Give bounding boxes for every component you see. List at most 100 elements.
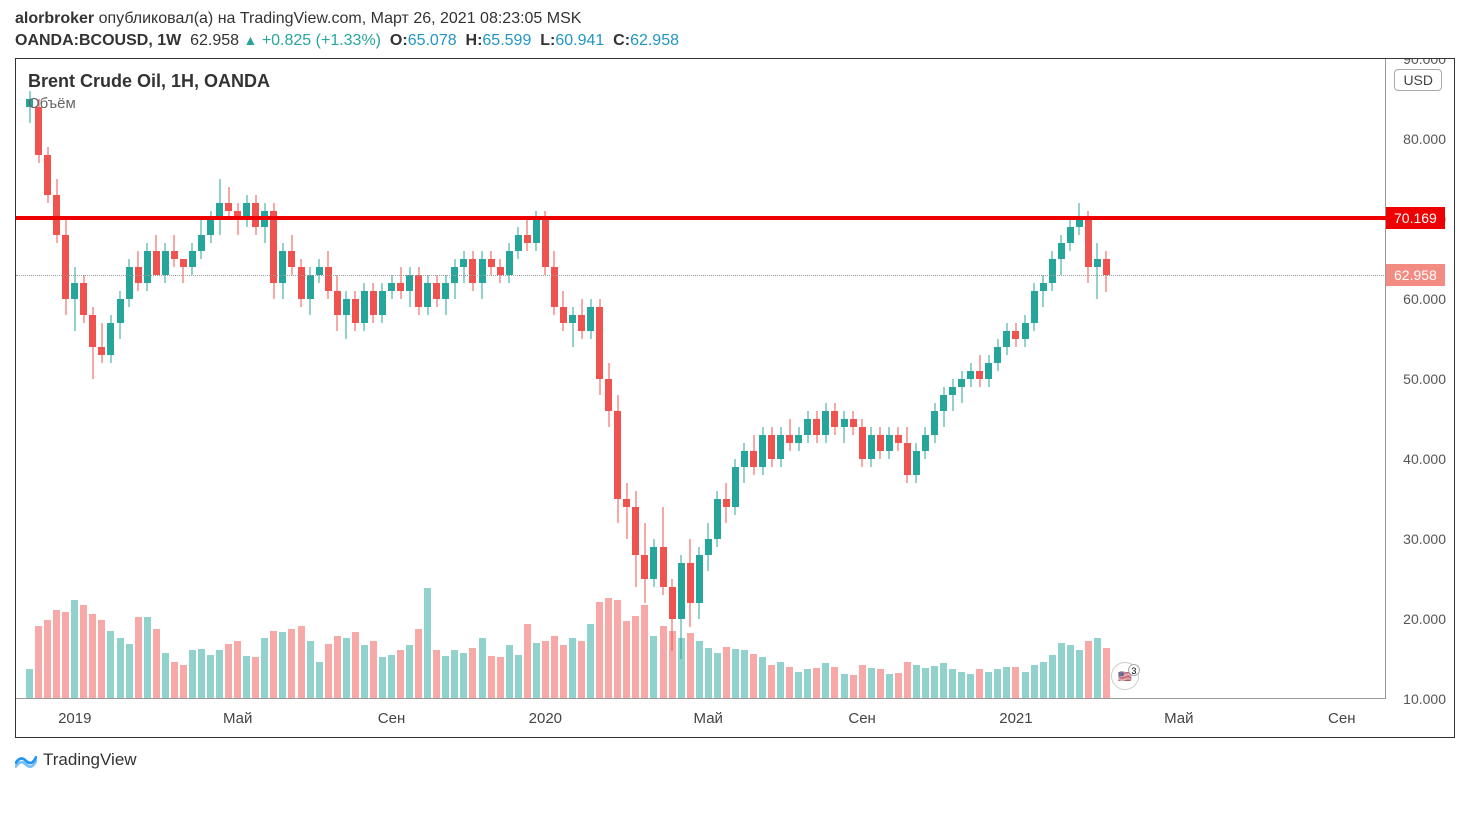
candle[interactable]: [325, 59, 332, 699]
candle[interactable]: [958, 59, 965, 699]
candle[interactable]: [117, 59, 124, 699]
candle[interactable]: [397, 59, 404, 699]
candle[interactable]: [886, 59, 893, 699]
candle[interactable]: [89, 59, 96, 699]
candle[interactable]: [533, 59, 540, 699]
candle[interactable]: [560, 59, 567, 699]
candle[interactable]: [587, 59, 594, 699]
candle[interactable]: [940, 59, 947, 699]
chart-container[interactable]: Brent Crude Oil, 1H, OANDA Объём USD 70.…: [15, 58, 1455, 738]
plot-area[interactable]: 70.16962.958🇺🇸3: [16, 59, 1386, 699]
candle[interactable]: [126, 59, 133, 699]
candle[interactable]: [298, 59, 305, 699]
candle[interactable]: [777, 59, 784, 699]
candle[interactable]: [442, 59, 449, 699]
candle[interactable]: [198, 59, 205, 699]
candle[interactable]: [107, 59, 114, 699]
candle[interactable]: [994, 59, 1001, 699]
candle[interactable]: [388, 59, 395, 699]
candle[interactable]: [831, 59, 838, 699]
candle[interactable]: [786, 59, 793, 699]
candle[interactable]: [225, 59, 232, 699]
candle[interactable]: [1003, 59, 1010, 699]
candle[interactable]: [732, 59, 739, 699]
candle[interactable]: [361, 59, 368, 699]
candle[interactable]: [62, 59, 69, 699]
candle[interactable]: [352, 59, 359, 699]
candle[interactable]: [1076, 59, 1083, 699]
candle[interactable]: [515, 59, 522, 699]
currency-badge[interactable]: USD: [1394, 69, 1442, 91]
candle[interactable]: [551, 59, 558, 699]
candle[interactable]: [714, 59, 721, 699]
candle[interactable]: [370, 59, 377, 699]
candle[interactable]: [660, 59, 667, 699]
candle[interactable]: [216, 59, 223, 699]
candle[interactable]: [1022, 59, 1029, 699]
candle[interactable]: [207, 59, 214, 699]
y-axis[interactable]: 10.00020.00030.00040.00050.00060.00070.0…: [1386, 59, 1454, 699]
candle[interactable]: [1031, 59, 1038, 699]
candle[interactable]: [497, 59, 504, 699]
candle[interactable]: [35, 59, 42, 699]
resistance-line[interactable]: [16, 216, 1386, 220]
candle[interactable]: [80, 59, 87, 699]
candle[interactable]: [343, 59, 350, 699]
candle[interactable]: [1085, 59, 1092, 699]
candle[interactable]: [1094, 59, 1101, 699]
candle[interactable]: [334, 59, 341, 699]
candle[interactable]: [524, 59, 531, 699]
candle[interactable]: [424, 59, 431, 699]
candle[interactable]: [632, 59, 639, 699]
candle[interactable]: [153, 59, 160, 699]
candle[interactable]: [696, 59, 703, 699]
candle[interactable]: [379, 59, 386, 699]
candle[interactable]: [307, 59, 314, 699]
candle[interactable]: [1058, 59, 1065, 699]
candle[interactable]: [922, 59, 929, 699]
candle[interactable]: [288, 59, 295, 699]
candle[interactable]: [678, 59, 685, 699]
candle[interactable]: [506, 59, 513, 699]
candle[interactable]: [479, 59, 486, 699]
candle[interactable]: [98, 59, 105, 699]
candle[interactable]: [985, 59, 992, 699]
candle[interactable]: [741, 59, 748, 699]
candle[interactable]: [180, 59, 187, 699]
candle[interactable]: [162, 59, 169, 699]
candle[interactable]: [904, 59, 911, 699]
candle[interactable]: [877, 59, 884, 699]
candle[interactable]: [687, 59, 694, 699]
candle[interactable]: [949, 59, 956, 699]
candle[interactable]: [171, 59, 178, 699]
candle[interactable]: [596, 59, 603, 699]
candle[interactable]: [768, 59, 775, 699]
candle[interactable]: [316, 59, 323, 699]
candle[interactable]: [850, 59, 857, 699]
candle[interactable]: [1049, 59, 1056, 699]
candle[interactable]: [859, 59, 866, 699]
candle[interactable]: [605, 59, 612, 699]
event-badge[interactable]: 🇺🇸3: [1111, 662, 1139, 690]
candle[interactable]: [135, 59, 142, 699]
candle[interactable]: [189, 59, 196, 699]
candle[interactable]: [569, 59, 576, 699]
candle[interactable]: [415, 59, 422, 699]
candle[interactable]: [750, 59, 757, 699]
candle[interactable]: [931, 59, 938, 699]
candle[interactable]: [53, 59, 60, 699]
candle[interactable]: [270, 59, 277, 699]
candle[interactable]: [71, 59, 78, 699]
candle[interactable]: [451, 59, 458, 699]
x-axis[interactable]: 2019МайСен2020МайСен2021МайСен: [16, 697, 1386, 737]
candle[interactable]: [641, 59, 648, 699]
candle[interactable]: [279, 59, 286, 699]
candle[interactable]: [795, 59, 802, 699]
candle[interactable]: [44, 59, 51, 699]
candle[interactable]: [542, 59, 549, 699]
candle[interactable]: [1040, 59, 1047, 699]
candle[interactable]: [433, 59, 440, 699]
candle[interactable]: [822, 59, 829, 699]
candle[interactable]: [261, 59, 268, 699]
candle[interactable]: [1012, 59, 1019, 699]
